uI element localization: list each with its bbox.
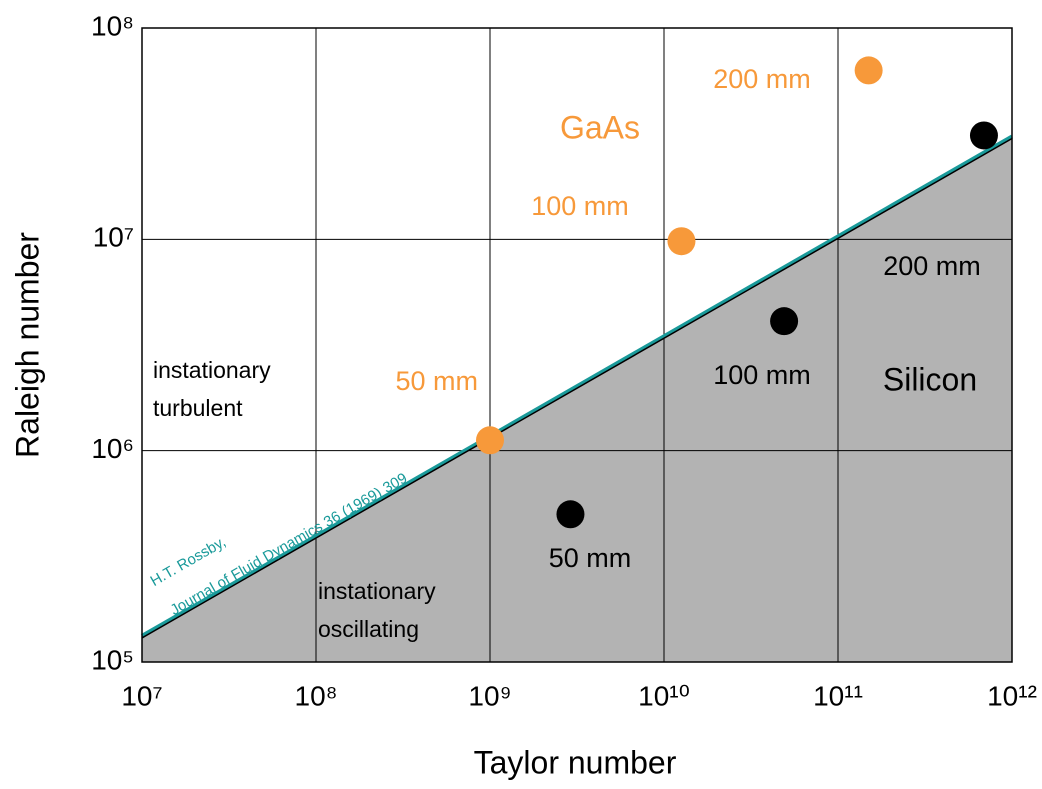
point-label: 50 mm [549,543,632,573]
plot-frame [141,27,1013,663]
data-point [556,500,585,529]
data-point [667,227,696,256]
point-label: 200 mm [883,251,981,281]
region-label: turbulent [153,395,243,421]
y-tick-label: 10⁵ [91,644,134,675]
point-label: 100 mm [531,191,629,221]
region-label: oscillating [318,616,419,642]
x-tick-label: 10⁸ [295,680,338,711]
y-tick-label: 10⁶ [91,433,134,464]
y-tick-label: 10⁸ [91,10,134,41]
stable-region [142,138,1012,662]
boundary-line-edge [141,137,1013,639]
data-point [476,426,504,455]
x-tick-label: 10¹² [987,680,1037,711]
x-tick-label: 10¹⁰ [638,680,690,711]
data-point [969,121,998,150]
point-label: 50 mm [395,366,478,396]
x-tick-label: 10¹¹ [813,680,863,711]
point-label: 100 mm [713,360,811,390]
region-label: instationary [153,357,271,383]
series-label: Silicon [883,361,977,397]
x-tick-label: 10⁹ [468,680,511,711]
x-tick-label: 10⁷ [121,680,162,711]
region-label: instationary [318,578,436,604]
x-axis-title: Taylor number [474,744,677,780]
data-point [854,56,883,85]
data-point [770,307,799,336]
y-tick-label: 10⁷ [93,222,134,253]
point-label: 200 mm [713,64,811,94]
y-axis-title: Raleigh number [9,232,45,458]
boundary-line [141,134,1013,638]
series-label: GaAs [560,109,640,145]
